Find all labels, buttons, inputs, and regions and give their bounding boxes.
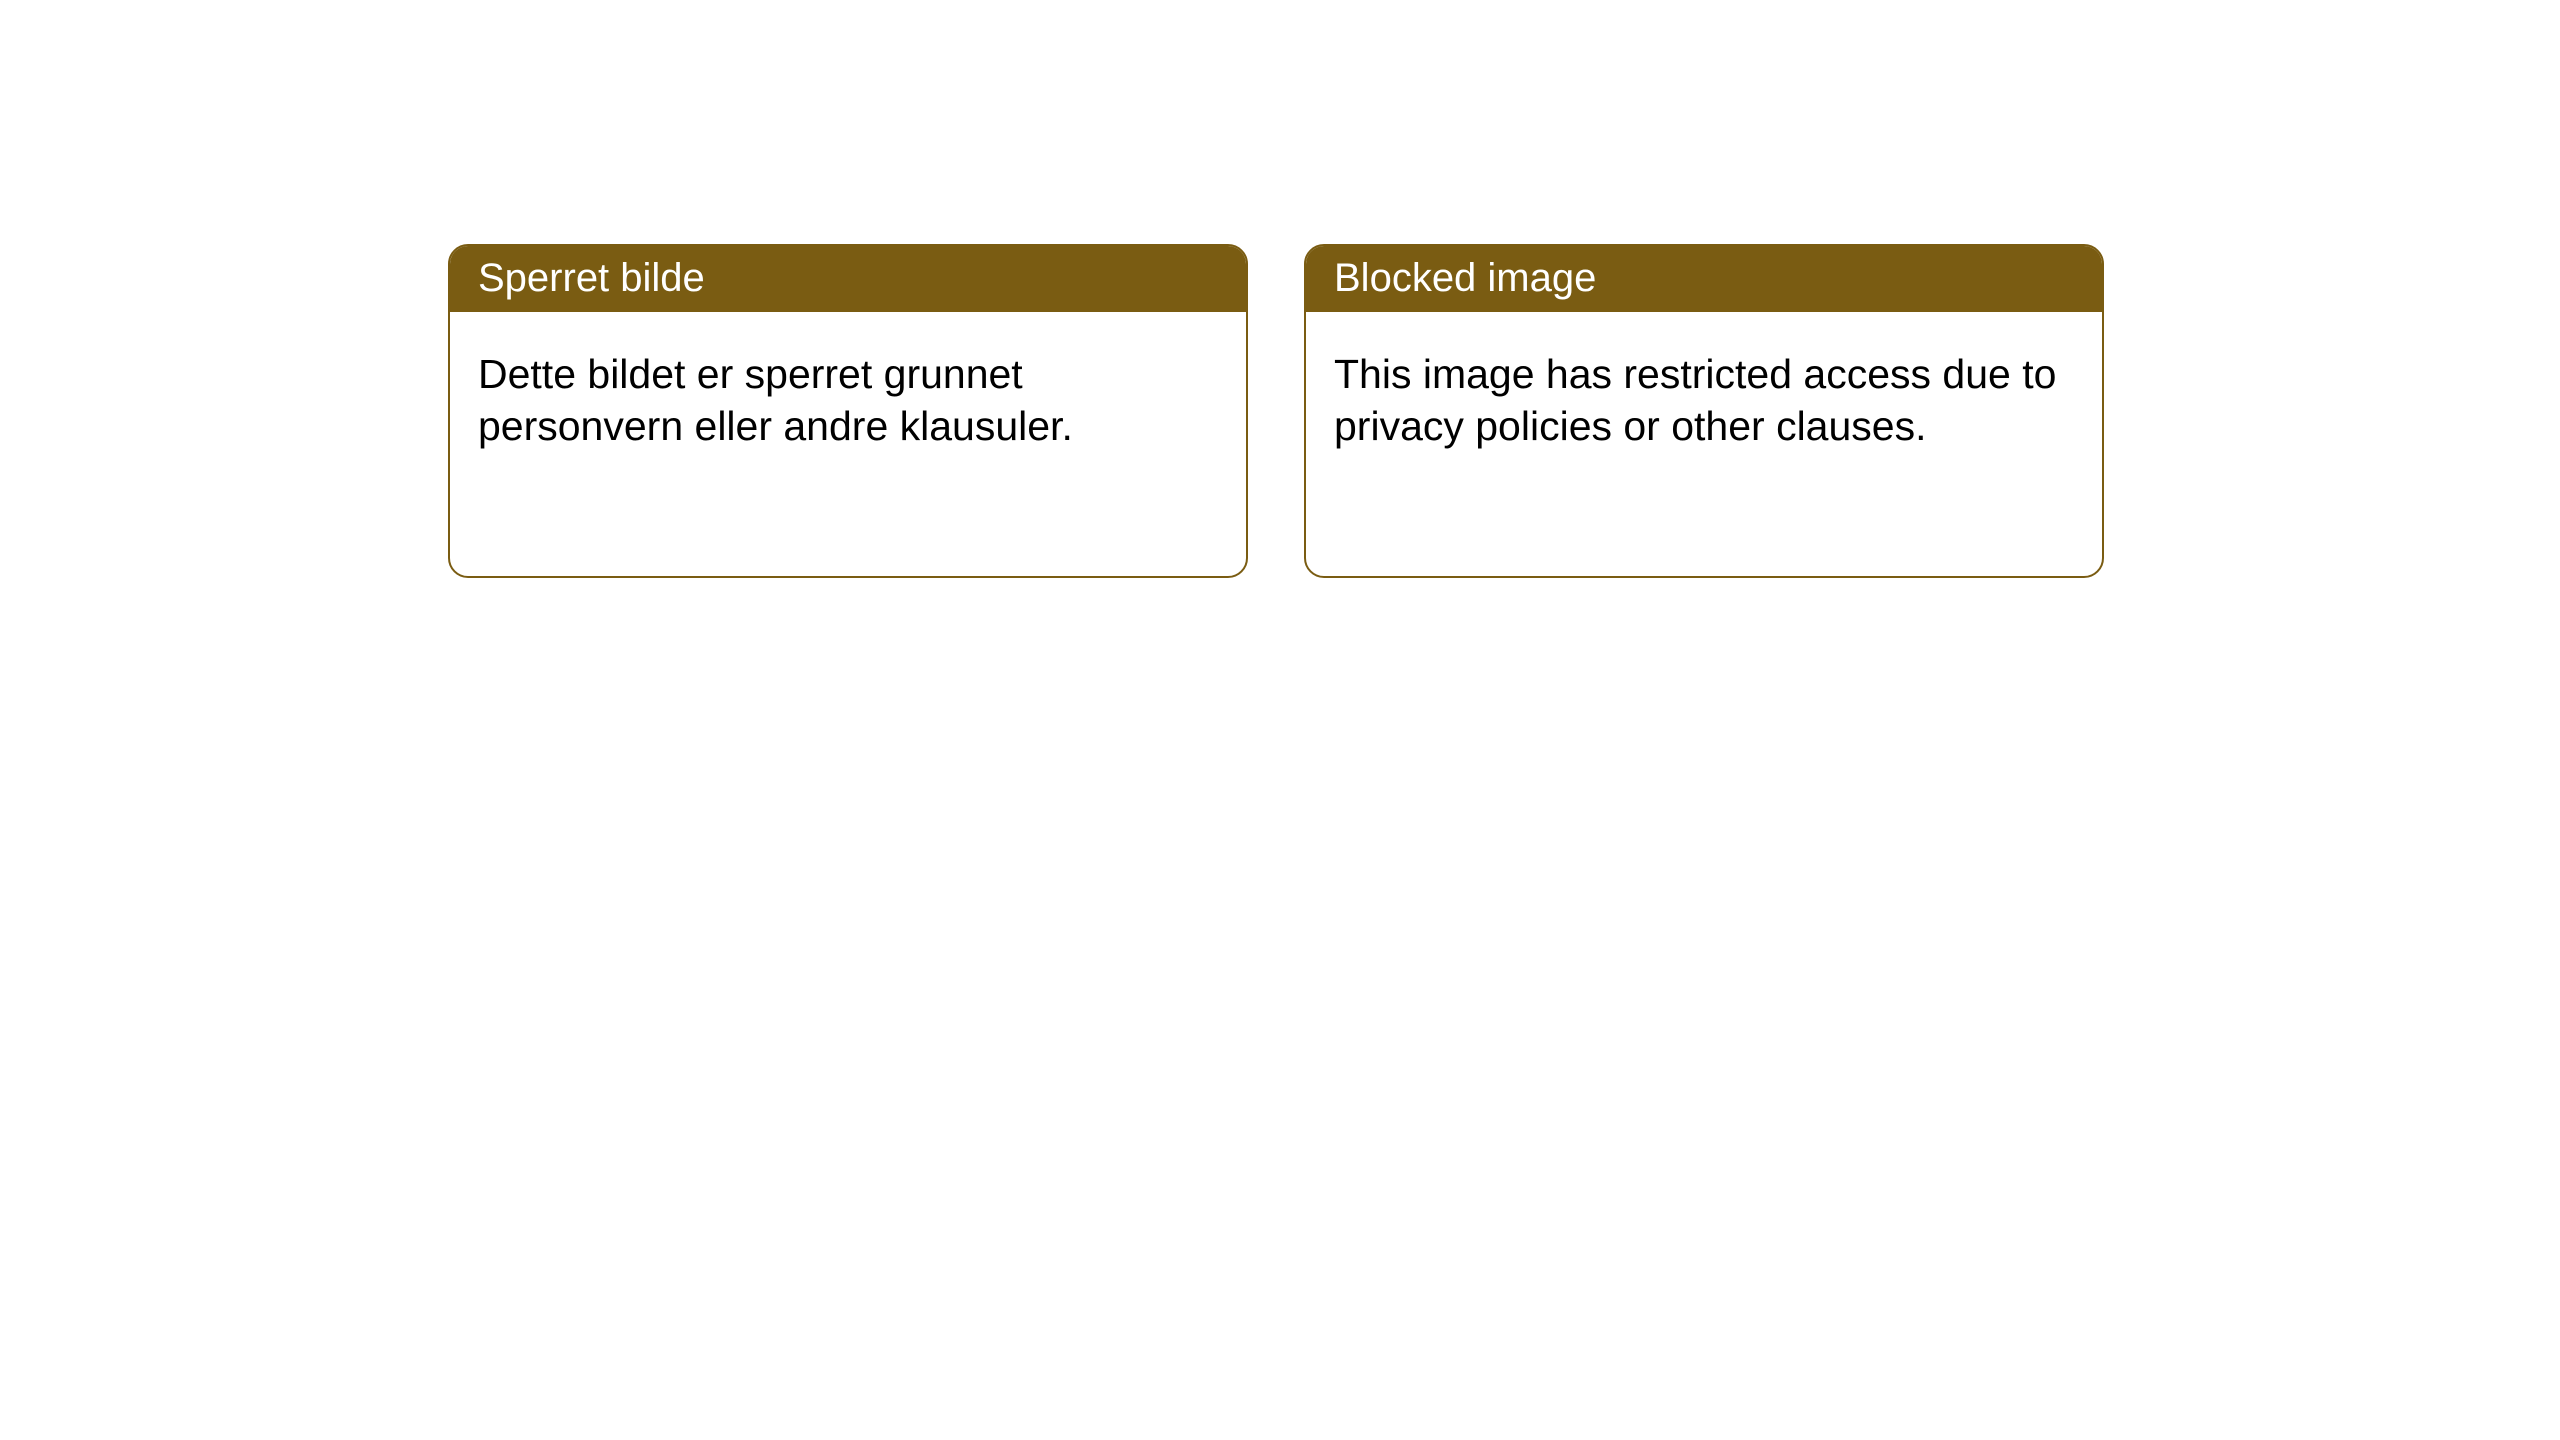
card-title: Blocked image	[1334, 256, 1596, 300]
card-title: Sperret bilde	[478, 256, 705, 300]
notice-container: Sperret bilde Dette bildet er sperret gr…	[0, 0, 2560, 578]
card-header-norwegian: Sperret bilde	[450, 246, 1246, 312]
card-body-norwegian: Dette bildet er sperret grunnet personve…	[450, 312, 1246, 481]
card-message: Dette bildet er sperret grunnet personve…	[478, 351, 1073, 449]
card-message: This image has restricted access due to …	[1334, 351, 2056, 449]
blocked-image-card-english: Blocked image This image has restricted …	[1304, 244, 2104, 578]
blocked-image-card-norwegian: Sperret bilde Dette bildet er sperret gr…	[448, 244, 1248, 578]
card-body-english: This image has restricted access due to …	[1306, 312, 2102, 481]
card-header-english: Blocked image	[1306, 246, 2102, 312]
